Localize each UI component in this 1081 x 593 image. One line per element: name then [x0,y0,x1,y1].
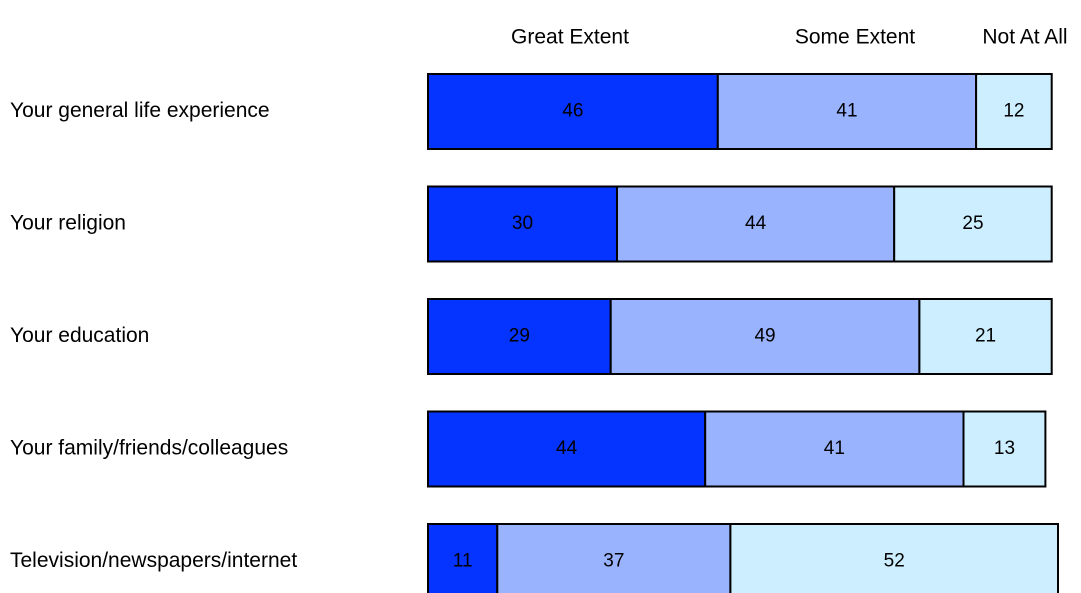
category-label: Your religion [10,212,126,235]
bar-segment-some-extent [716,73,978,150]
bar-segment-not-at-all [893,185,1053,263]
data-label: 49 [754,326,775,347]
bar-segment-great-extent [427,298,612,375]
bar-segment-some-extent [609,298,921,375]
data-label: 44 [556,438,578,459]
data-label: 13 [994,438,1015,459]
legend-label-great-extent: Great Extent [511,26,629,49]
data-label: 25 [962,213,983,234]
data-label: 44 [745,213,767,234]
data-label: 41 [824,438,845,459]
data-label: 21 [975,326,996,347]
category-label: Your general life experience [10,99,270,122]
bar-segment-not-at-all [729,523,1060,593]
category-label: Your family/friends/colleagues [10,437,288,460]
bar-segment-great-extent [427,73,719,150]
bar-segment-some-extent [616,185,896,263]
category-labels: Your general life experience Your religio… [10,99,297,572]
data-label: 46 [562,101,583,122]
bars: 46 41 12 30 44 25 29 49 21 44 41 13 11 37 52 [427,73,1060,593]
bar-segment-great-extent [427,410,707,488]
data-label: 30 [512,213,533,234]
data-label: 37 [603,551,624,572]
data-label: 41 [836,101,857,122]
data-label: 11 [453,551,473,572]
bar-segment-not-at-all [962,410,1047,488]
legend-label-some-extent: Some Extent [795,26,915,49]
legend: Great Extent Some Extent Not At All [511,26,1068,49]
bar-segment-some-extent [496,523,732,593]
bar-segment-not-at-all [975,73,1053,150]
data-label: 52 [884,551,905,572]
category-label: Your education [10,324,149,347]
bar-segment-not-at-all [918,298,1053,375]
legend-label-not-at-all: Not At All [982,26,1067,49]
category-label: Television/newspapers/internet [10,549,297,572]
data-label: 29 [509,326,530,347]
data-label: 12 [1003,101,1024,122]
